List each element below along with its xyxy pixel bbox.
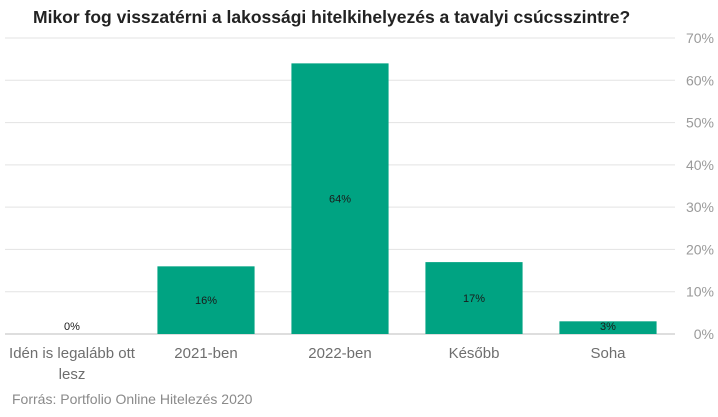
x-tick-label-line: lesz <box>59 366 86 383</box>
y-tick-label: 40% <box>686 157 714 173</box>
bar <box>291 63 389 334</box>
x-tick-label: Később <box>449 345 500 362</box>
source-note: Forrás: Portfolio Online Hitelezés 2020 <box>12 391 253 407</box>
data-label: 17% <box>463 293 485 305</box>
bars <box>157 63 657 334</box>
y-tick-label: 30% <box>686 199 714 215</box>
x-tick-label: 2022-ben <box>308 345 371 362</box>
data-label: 0% <box>64 321 80 333</box>
x-tick-label-line: Később <box>449 345 500 362</box>
x-tick-label-line: 2021-ben <box>174 345 237 362</box>
x-axis-ticks: Idén is legalább ott lesz 2021-ben 2022-ben… <box>9 345 626 383</box>
y-tick-label: 20% <box>686 241 714 257</box>
x-tick-label-line: 2022-ben <box>308 345 371 362</box>
x-tick-label: Idén is legalább ott lesz <box>9 345 136 383</box>
x-tick-label-line: Soha <box>590 345 626 362</box>
y-tick-label: 60% <box>686 72 714 88</box>
y-tick-label: 10% <box>686 284 714 300</box>
y-tick-label: 0% <box>694 326 714 342</box>
bar <box>157 266 255 334</box>
data-labels: 0% 16% 64% 17% 3% <box>64 194 616 333</box>
x-tick-label-line: Idén is legalább ott <box>9 345 136 362</box>
y-tick-label: 70% <box>686 30 714 46</box>
chart-title: Mikor fog visszatérni a lakossági hitelk… <box>33 7 631 27</box>
data-label: 16% <box>195 295 217 307</box>
data-label: 3% <box>600 321 616 333</box>
y-axis-ticks: 0% 10% 20% 30% 40% 50% 60% 70% <box>686 30 714 342</box>
x-tick-label: 2021-ben <box>174 345 237 362</box>
y-tick-label: 50% <box>686 115 714 131</box>
data-label: 64% <box>329 194 351 206</box>
bar <box>559 321 657 334</box>
x-tick-label: Soha <box>590 345 626 362</box>
bar <box>425 262 523 334</box>
